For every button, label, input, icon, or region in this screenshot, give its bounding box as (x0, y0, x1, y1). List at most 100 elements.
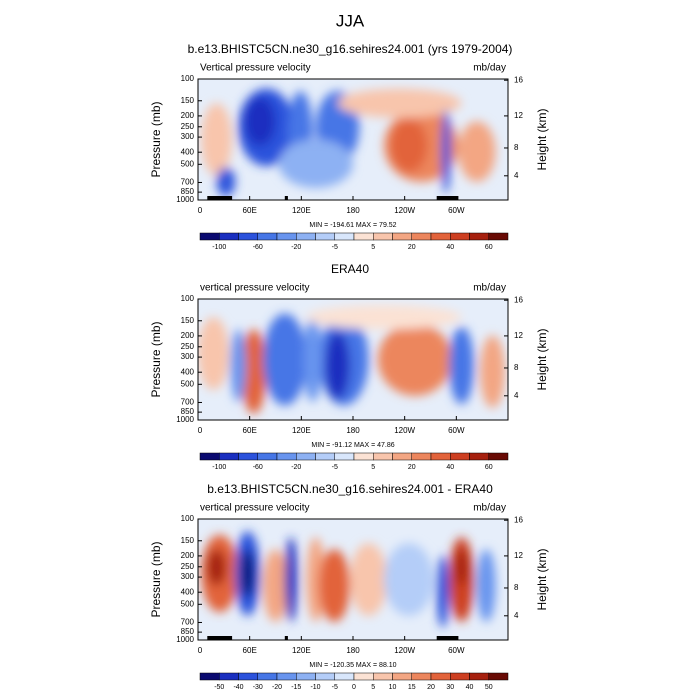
contour-blob (284, 537, 298, 622)
colorbar-box (257, 232, 278, 241)
topography (222, 196, 233, 200)
colorbar-box (199, 232, 220, 241)
colorbar-box (257, 672, 278, 681)
right-label: mb/day (473, 503, 506, 514)
colorbar-box (219, 232, 239, 241)
colorbar-box (334, 672, 355, 681)
y-tick-label: 200 (181, 111, 195, 120)
x-tick-label: 180 (346, 426, 360, 435)
colorbar-label: 10 (389, 684, 397, 691)
contour-blob (458, 121, 496, 182)
contour-blob (306, 305, 462, 330)
y2-tick-label: 12 (514, 551, 523, 560)
contour-blob (241, 329, 267, 414)
colorbar-box (353, 452, 374, 461)
topography (436, 196, 459, 200)
colorbar-box (373, 672, 393, 681)
colorbar-label: 40 (446, 244, 454, 251)
colorbar-box (315, 232, 335, 241)
colorbar-label: -20 (272, 684, 282, 691)
y-tick-label: 100 (181, 294, 195, 303)
colorbar-box (430, 232, 451, 241)
colorbar-label: -10 (310, 684, 320, 691)
left-label: vertical pressure velocity (200, 503, 309, 514)
colorbar-label: 20 (408, 464, 416, 471)
y-axis-label: Pressure (mb) (149, 101, 163, 177)
contour-blob (263, 313, 307, 406)
colorbar-label: 20 (408, 244, 416, 251)
y-tick-label: 500 (181, 379, 195, 388)
contour-blob (244, 97, 276, 146)
contour-blob (207, 549, 226, 586)
contour-blob (198, 317, 229, 390)
x-tick-label: 60E (243, 646, 257, 655)
colorbar-box (488, 672, 509, 681)
colorbar-label: -20 (291, 244, 301, 251)
x-tick-label: 120W (394, 426, 415, 435)
colorbar-label: 50 (485, 684, 493, 691)
colorbar-box (430, 452, 451, 461)
colorbar-box (296, 452, 316, 461)
colorbar-label: -40 (233, 684, 243, 691)
colorbar-box (411, 232, 432, 241)
y-tick-label: 400 (181, 587, 195, 596)
colorbar-label: -5 (332, 464, 338, 471)
x-tick-label: 120W (394, 206, 415, 215)
y2-tick-label: 4 (514, 391, 519, 400)
colorbar-box (296, 672, 316, 681)
x-tick-label: 0 (198, 206, 203, 215)
contour-blob (241, 549, 254, 598)
contour-blob (455, 549, 468, 586)
colorbar-box (315, 452, 335, 461)
y2-tick-label: 16 (514, 515, 523, 524)
y-tick-label: 200 (181, 551, 195, 560)
contour-blob (349, 543, 388, 616)
colorbar-box (276, 452, 297, 461)
topography (222, 636, 233, 640)
y-tick-label: 300 (181, 132, 195, 141)
x-tick-label: 60W (448, 426, 465, 435)
colorbar-label: -30 (253, 684, 263, 691)
contour-blob (480, 335, 505, 408)
right-label: mb/day (473, 63, 506, 74)
stats: MIN = -194.61 MAX = 79.52 (309, 222, 396, 229)
x-tick-label: 60E (243, 206, 257, 215)
contour-blob (303, 317, 323, 402)
contour-blob (441, 109, 451, 194)
colorbar-box (469, 452, 489, 461)
contour-field (198, 79, 508, 200)
colorbar-box (469, 672, 489, 681)
y-tick-label: 1000 (176, 195, 194, 204)
colorbar-label: 40 (466, 684, 474, 691)
colorbar-label: -100 (212, 464, 226, 471)
y-tick-label: 850 (181, 627, 195, 636)
y-tick-label: 1000 (176, 635, 194, 644)
colorbar-box (238, 452, 258, 461)
colorbar-box (469, 232, 489, 241)
y-tick-label: 500 (181, 159, 195, 168)
colorbar-box (488, 232, 509, 241)
contour-blob (318, 549, 350, 622)
y-axis-label: Pressure (mb) (149, 321, 163, 397)
y2-tick-label: 12 (514, 331, 523, 340)
panel-title: ERA40 (331, 262, 369, 276)
contour-blobs (201, 88, 496, 197)
colorbar-label: 5 (371, 464, 375, 471)
y-tick-label: 850 (181, 407, 195, 416)
contour-blob (377, 323, 453, 396)
contour-blob (449, 326, 474, 405)
y-tick-label: 150 (181, 96, 195, 105)
right-label: mb/day (473, 283, 506, 294)
contour-blob (337, 88, 462, 118)
y-tick-label: 850 (181, 187, 195, 196)
colorbar-box (392, 232, 412, 241)
main-title: JJA (336, 11, 365, 30)
y-tick-label: 250 (181, 122, 195, 131)
colorbar-label: 0 (352, 684, 356, 691)
colorbar-box (392, 452, 412, 461)
topography (207, 196, 226, 200)
y2-tick-label: 16 (514, 295, 523, 304)
y-tick-label: 400 (181, 147, 195, 156)
y2-tick-label: 4 (514, 171, 519, 180)
colorbar-box (199, 672, 220, 681)
